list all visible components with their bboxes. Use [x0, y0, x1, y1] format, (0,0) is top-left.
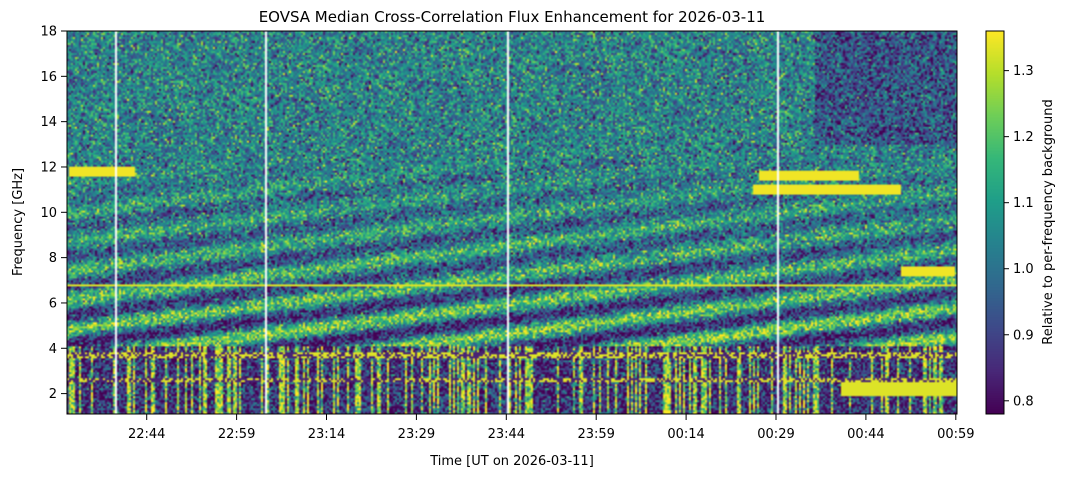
- y-tick-label: 6: [49, 296, 57, 311]
- x-tick-label: 23:14: [308, 427, 345, 442]
- colorbar-tick-label: 1.1: [1013, 196, 1034, 211]
- x-axis-label: Time [UT on 2026-03-11]: [429, 454, 594, 469]
- x-tick-label: 23:59: [577, 427, 614, 442]
- y-axis-label: Frequency [GHz]: [11, 168, 26, 276]
- colorbar-tick-label: 1.0: [1013, 262, 1034, 277]
- colorbar-tick-label: 0.9: [1013, 328, 1034, 343]
- y-tick-label: 14: [40, 115, 57, 130]
- colorbar-image: [986, 31, 1004, 414]
- y-axis-ticks: 2 4 6 8 10 12 14 16 18: [40, 25, 67, 402]
- colorbar-tick-label: 0.8: [1013, 394, 1034, 409]
- x-axis-ticks: 22:44 22:59 23:14 23:29 23:44 23:59 00:14 00:29…: [128, 414, 975, 442]
- y-tick-label: 12: [40, 160, 57, 175]
- colorbar-ticks: 0.8 0.9 1.0 1.1 1.2 1.3: [1004, 64, 1034, 409]
- y-tick-label: 18: [40, 25, 57, 40]
- x-tick-label: 22:44: [128, 427, 165, 442]
- y-tick-label: 16: [40, 70, 57, 85]
- x-tick-label: 00:14: [667, 427, 704, 442]
- x-tick-label: 23:44: [488, 427, 525, 442]
- y-tick-label: 10: [40, 206, 57, 221]
- colorbar-tick-label: 1.2: [1013, 130, 1034, 145]
- heatmap-image: [67, 31, 957, 414]
- chart-title: EOVSA Median Cross-Correlation Flux Enha…: [259, 8, 766, 26]
- x-tick-label: 00:29: [757, 427, 794, 442]
- colorbar-frame: [985, 30, 1005, 415]
- y-tick-label: 2: [49, 387, 57, 402]
- y-tick-label: 8: [49, 251, 57, 266]
- x-tick-label: 22:59: [218, 427, 255, 442]
- x-tick-label: 00:44: [847, 427, 884, 442]
- x-tick-label: 00:59: [937, 427, 974, 442]
- plot-frame: [66, 30, 958, 415]
- colorbar-label: Relative to per-frequency background: [1041, 99, 1056, 344]
- colorbar-tick-label: 1.3: [1013, 64, 1034, 79]
- y-tick-label: 4: [49, 342, 57, 357]
- x-tick-label: 23:29: [398, 427, 435, 442]
